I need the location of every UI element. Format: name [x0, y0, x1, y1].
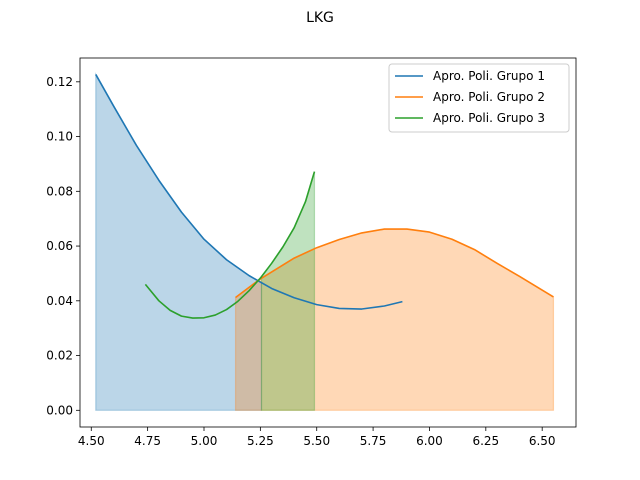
line-series-2: [235, 228, 554, 299]
y-tick-label: 0.12: [46, 75, 73, 89]
x-tick-label: 6.25: [472, 434, 499, 448]
chart-title: LKG: [306, 10, 334, 26]
x-tick-label: 6.00: [416, 434, 443, 448]
fill-area-series-3: [260, 171, 316, 411]
x-tick-label: 6.50: [529, 434, 556, 448]
line-series-1: [95, 74, 403, 310]
x-axis-ticks: 4.50 4.75 5.00 5.25 5.50 5.75 6.00 6.25 6.50: [78, 427, 556, 448]
y-tick-label: 0.00: [46, 403, 73, 417]
y-axis-ticks: 0.00 0.02 0.04 0.06 0.08 0.10 0.12: [46, 75, 80, 417]
y-tick-label: 0.10: [46, 130, 73, 144]
series-lines: [95, 74, 554, 319]
y-tick-label: 0.04: [46, 294, 73, 308]
legend-label: Apro. Poli. Grupo 3: [433, 111, 545, 125]
x-tick-label: 4.75: [134, 434, 161, 448]
y-tick-label: 0.02: [46, 349, 73, 363]
y-tick-label: 0.06: [46, 239, 73, 253]
x-tick-label: 5.00: [191, 434, 218, 448]
x-tick-label: 5.25: [247, 434, 274, 448]
x-tick-label: 5.50: [303, 434, 330, 448]
y-tick-label: 0.08: [46, 184, 73, 198]
x-tick-label: 5.75: [360, 434, 387, 448]
legend-box: [388, 63, 570, 133]
plot-frame: [79, 57, 577, 428]
legend-label: Apro. Poli. Grupo 2: [433, 90, 545, 104]
x-tick-label: 4.50: [78, 434, 105, 448]
area-fills: [95, 72, 555, 411]
legend: Apro. Poli. Grupo 1 Apro. Poli. Grupo 2 Ap…: [388, 63, 570, 133]
line-series-3: [144, 171, 316, 319]
legend-label: Apro. Poli. Grupo 1: [433, 69, 545, 83]
